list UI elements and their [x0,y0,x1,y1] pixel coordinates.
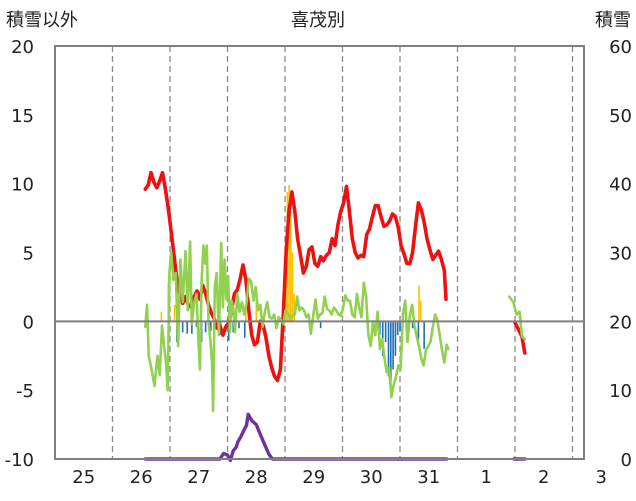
x-tick-label: 31 [417,467,440,488]
y-right-tick-label: 20 [609,312,632,333]
bar-negative [181,321,184,333]
y-right-tick-label: 0 [621,450,632,471]
bar-negative [387,321,390,377]
x-tick-label: 25 [72,467,95,488]
bar-negative [210,321,212,331]
x-tick-label: 1 [481,467,492,488]
y-left-tick-label: 15 [11,106,34,127]
bar-negative [399,321,401,331]
bar-negative [319,321,322,329]
y-right-tick-label: 40 [609,175,632,196]
right-axis-label: 積雪 [595,10,631,31]
y-right-tick-label: 30 [609,244,632,265]
x-tick-label: 29 [302,467,325,488]
bar-negative [389,321,392,398]
bar-negative [384,321,387,342]
y-left-tick-label: 5 [23,244,34,265]
x-tick-label: 28 [245,467,268,488]
series-line-green [507,295,527,341]
bar-positive [291,252,294,322]
x-tick-label: 27 [187,467,210,488]
y-left-tick-label: -5 [16,381,34,402]
line-layer [143,170,527,463]
y-right-tick-label: 60 [609,37,632,58]
bar-positive [418,285,420,322]
bar-negative [417,321,420,340]
left-axis-label: 積雪以外 [6,10,78,31]
x-tick-label: 3 [596,467,607,488]
x-tick-label: 30 [360,467,383,488]
bar-positive [288,185,290,322]
series-line-purple [143,412,449,463]
gridlines [111,46,574,459]
bar-negative [396,321,399,336]
bar-negative [238,321,240,329]
y-left-tick-label: 20 [11,37,34,58]
x-tick-label: 26 [130,467,153,488]
y-right-tick-label: 50 [609,106,632,127]
bar-negative [243,321,246,338]
bar-positive [289,211,292,322]
y-right-tick-label: 10 [609,381,632,402]
series-line-red [513,320,527,355]
y-left-tick-label: -10 [5,450,34,471]
bar-negative [191,321,193,334]
bar-negative [394,321,397,356]
bar-positive [160,311,163,322]
x-axis-ticks: 25 26 27 28 29 30 31 1 2 3 [72,467,607,488]
y-left-tick-label: 0 [23,312,34,333]
bar-negative [392,321,394,370]
bar-negative [232,321,235,333]
y-left-tick-label: 10 [11,175,34,196]
plot-frame [54,45,585,460]
bar-negative [204,321,207,333]
right-axis-ticks: 60 50 40 30 20 10 0 [609,37,632,471]
bar-negative [186,321,189,334]
bar-positive [245,307,247,322]
bar-positive [419,300,422,322]
bar-positive [293,293,296,322]
bar-negative [411,321,414,329]
bar-positive [173,304,176,322]
chart-title: 喜茂別 [291,10,345,31]
bar-negative [423,321,425,349]
x-tick-label: 2 [538,467,549,488]
left-axis-ticks: 20 15 10 5 0 -5 -10 [5,37,34,471]
series-line-green [144,240,450,413]
